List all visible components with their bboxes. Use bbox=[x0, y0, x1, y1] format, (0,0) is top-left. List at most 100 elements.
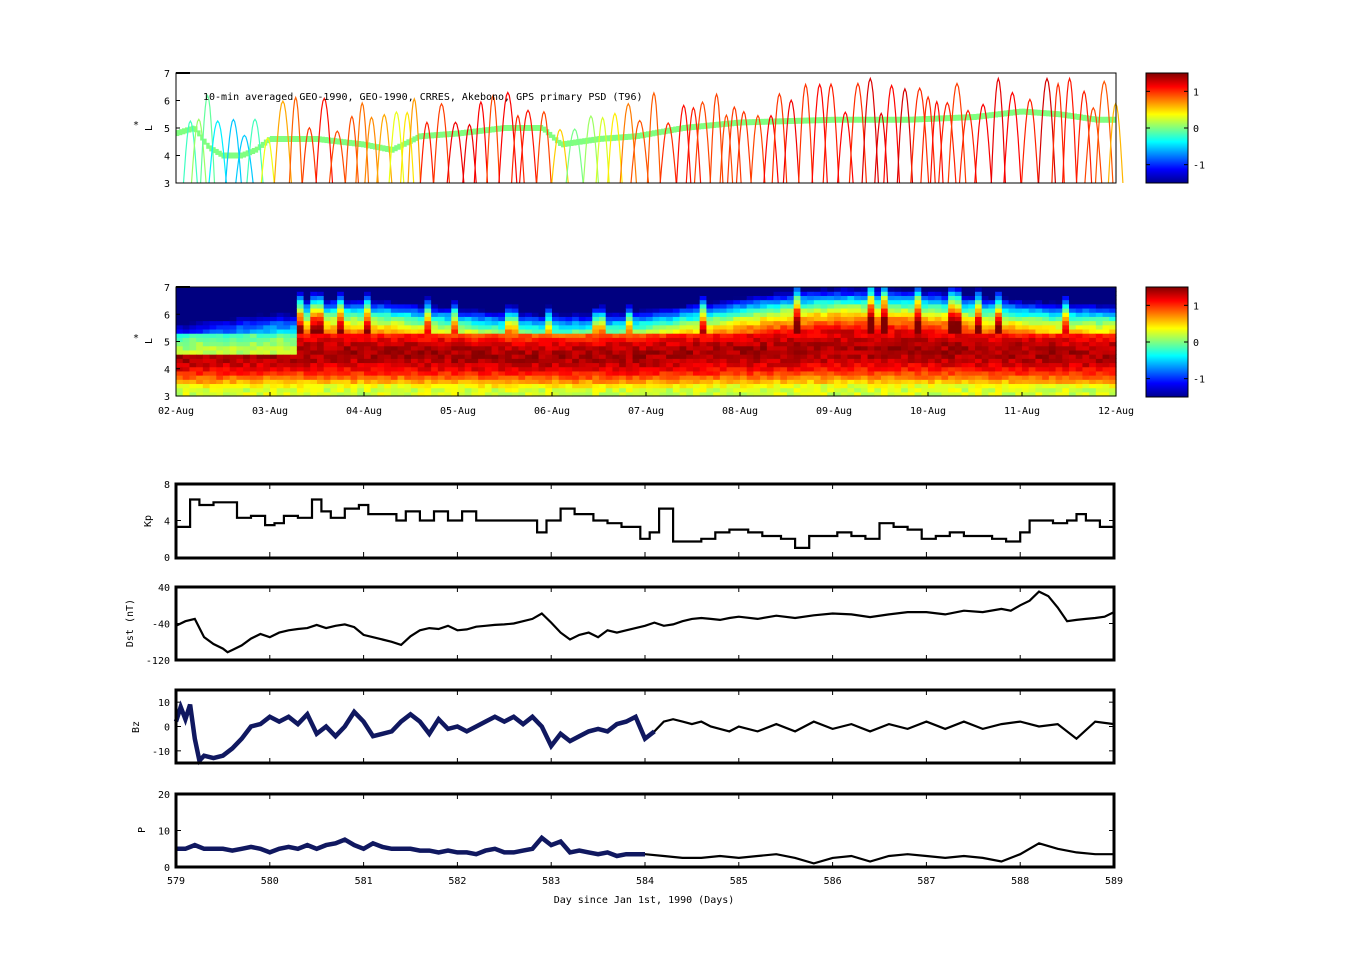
psd-model-cell bbox=[505, 362, 513, 368]
psd-model-cell bbox=[1102, 341, 1110, 347]
psd-model-cell bbox=[733, 307, 741, 313]
psd-model-cell bbox=[760, 303, 768, 309]
psd-model-cell bbox=[813, 303, 822, 309]
psd-model-cell bbox=[216, 391, 224, 397]
psd-model-cell bbox=[1095, 391, 1104, 397]
psd-model-cell bbox=[659, 345, 667, 351]
psd-arc bbox=[388, 110, 405, 184]
psd-model-cell bbox=[807, 287, 815, 292]
psd-model-cell bbox=[941, 324, 949, 330]
psd-model-cell bbox=[337, 379, 345, 385]
psd-model-cell bbox=[424, 316, 432, 322]
psd-model-cell bbox=[706, 333, 714, 338]
psd-model-cell bbox=[558, 345, 567, 351]
psd-model-cell bbox=[572, 303, 580, 309]
psd-model-cell bbox=[330, 328, 338, 334]
psd-model-cell bbox=[464, 370, 473, 376]
psd-model-cell bbox=[847, 316, 855, 322]
psd-model-cell bbox=[1069, 295, 1077, 301]
psd-model-cell bbox=[1082, 333, 1090, 338]
psd-model-cell bbox=[249, 349, 258, 355]
psd-model-cell bbox=[834, 320, 842, 326]
psd-model-cell bbox=[753, 337, 761, 343]
psd-model-cell bbox=[672, 312, 681, 317]
psd-cell bbox=[724, 120, 729, 127]
psd-model-cell bbox=[753, 299, 761, 305]
psd-model-cell bbox=[424, 324, 432, 330]
psd-model-cell bbox=[881, 324, 889, 330]
psd-model-cell bbox=[491, 320, 499, 326]
psd-model-cell bbox=[699, 349, 708, 355]
psd-model-cell bbox=[337, 307, 345, 313]
psd-model-cell bbox=[632, 375, 640, 380]
psd-model-cell bbox=[552, 391, 560, 397]
psd-model-cell bbox=[317, 324, 325, 330]
psd-model-cell bbox=[229, 291, 238, 296]
psd-model-cell bbox=[464, 328, 473, 334]
psd-cell bbox=[248, 149, 253, 156]
psd-model-cell bbox=[370, 299, 379, 305]
psd-model-cell bbox=[934, 354, 943, 359]
psd-model-cell bbox=[921, 345, 929, 351]
psd-model-cell bbox=[894, 320, 902, 326]
psd-model-cell bbox=[478, 316, 486, 322]
psd-model-cell bbox=[968, 349, 976, 355]
psd-model-cell bbox=[619, 366, 627, 372]
psd-model-cell bbox=[343, 291, 352, 296]
psd-model-cell bbox=[256, 375, 264, 380]
psd-model-cell bbox=[813, 349, 822, 355]
psd-model-cell bbox=[364, 287, 372, 292]
psd-model-cell bbox=[1062, 328, 1070, 334]
psd-model-cell bbox=[746, 375, 755, 380]
psd-model-cell bbox=[323, 354, 332, 359]
psd-model-cell bbox=[357, 328, 365, 334]
psd-model-cell bbox=[672, 316, 681, 322]
psd-model-cell bbox=[451, 349, 459, 355]
psd-cell bbox=[448, 131, 453, 138]
psd-model-cell bbox=[343, 337, 352, 343]
psd-model-cell bbox=[941, 299, 949, 305]
psd-model-cell bbox=[1075, 354, 1084, 359]
psd-model-cell bbox=[975, 328, 983, 334]
psd-model-cell bbox=[605, 320, 614, 326]
psd-cell bbox=[715, 121, 720, 128]
psd-model-cell bbox=[471, 303, 479, 309]
psd-model-cell bbox=[1035, 362, 1043, 368]
psd-model-cell bbox=[766, 324, 775, 330]
psd-model-cell bbox=[471, 362, 479, 368]
psd-model-cell bbox=[290, 316, 298, 322]
psd-cell bbox=[764, 118, 768, 125]
psd-model-cell bbox=[484, 354, 493, 359]
psd-model-cell bbox=[182, 333, 191, 338]
psd-model-cell bbox=[981, 370, 990, 376]
psd-cell bbox=[655, 129, 659, 136]
psd-model-cell bbox=[538, 320, 546, 326]
psd-model-cell bbox=[182, 370, 191, 376]
psd-model-cell bbox=[404, 337, 412, 343]
psd-model-cell bbox=[1102, 366, 1110, 372]
psd-model-cell bbox=[639, 370, 647, 376]
psd-model-cell bbox=[585, 370, 593, 376]
psd-model-cell bbox=[484, 362, 493, 368]
psd-model-cell bbox=[176, 307, 184, 313]
psd-model-cell bbox=[223, 349, 231, 355]
psd-model-cell bbox=[565, 328, 573, 334]
psd-model-cell bbox=[592, 349, 600, 355]
psd-model-cell bbox=[874, 379, 882, 385]
psd-model-cell bbox=[290, 320, 298, 326]
psd-model-cell bbox=[404, 383, 412, 389]
psd-model-cell bbox=[948, 387, 956, 393]
psd-model-cell bbox=[565, 375, 573, 380]
psd-model-cell bbox=[384, 387, 392, 393]
psd-model-cell bbox=[223, 299, 231, 305]
psd-model-cell bbox=[1069, 333, 1077, 338]
psd-model-cell bbox=[471, 324, 479, 330]
psd-model-cell bbox=[1062, 345, 1070, 351]
psd-model-cell bbox=[639, 324, 647, 330]
psd-model-cell bbox=[585, 312, 593, 317]
psd-model-cell bbox=[659, 362, 667, 368]
psd-model-cell bbox=[894, 295, 902, 301]
psd-model-cell bbox=[484, 358, 493, 364]
psd-model-cell bbox=[491, 366, 499, 372]
psd-model-cell bbox=[511, 358, 520, 364]
